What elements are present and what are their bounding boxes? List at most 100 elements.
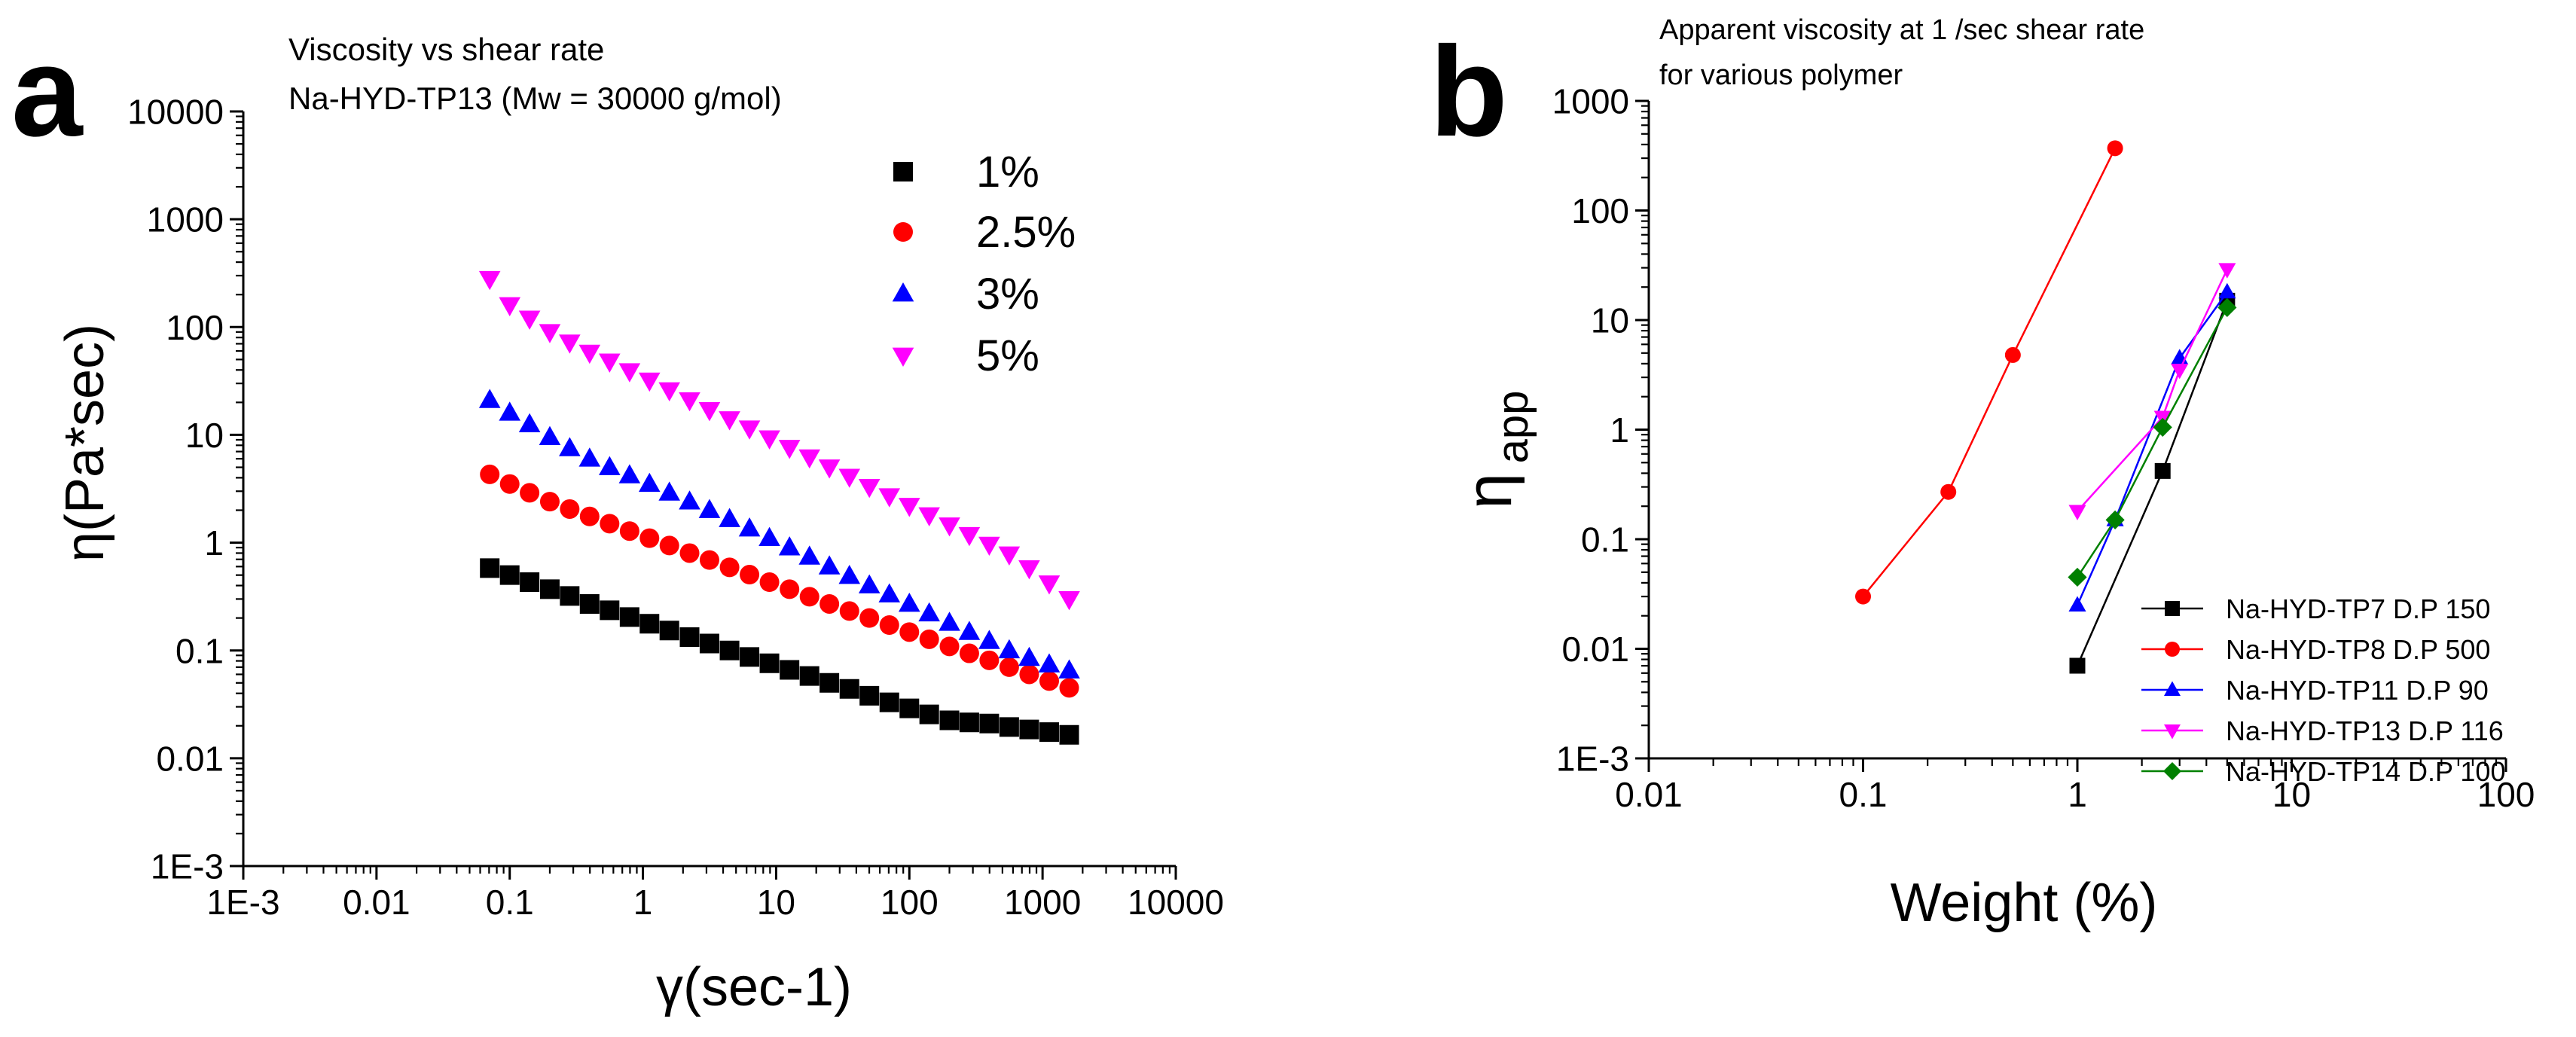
y-tick-label: 1000 [147, 200, 224, 239]
x-tick-label: 10 [757, 883, 795, 922]
y-tick-label: 1E-3 [1556, 740, 1629, 779]
data-point [819, 673, 840, 693]
data-point [2105, 510, 2125, 529]
data-point [919, 629, 939, 649]
legend-label: Na-HYD-TP7 D.P 150 [2226, 593, 2490, 624]
data-point [918, 507, 940, 526]
legend-marker [892, 347, 914, 367]
y-tick-label: 0.1 [175, 631, 224, 670]
data-point [859, 608, 880, 628]
panel-a: a Viscosity vs shear rate Na-HYD-TP13 (M… [11, 20, 1224, 1017]
data-point [958, 621, 981, 640]
data-point [878, 583, 901, 602]
panel-a-letter: a [11, 20, 84, 163]
data-point [1018, 560, 1040, 580]
legend-marker [2164, 724, 2181, 740]
panel-a-title: Viscosity vs shear rate [288, 32, 604, 67]
data-point [738, 517, 761, 537]
data-point [1058, 591, 1080, 611]
legend-label: Na-HYD-TP8 D.P 500 [2226, 634, 2490, 665]
data-point [658, 382, 681, 401]
data-point [518, 310, 541, 330]
data-point [1019, 719, 1039, 740]
data-point [2069, 657, 2086, 674]
legend-label: Na-HYD-TP14 D.P 100 [2226, 756, 2505, 787]
data-point [719, 557, 740, 578]
data-point [899, 622, 920, 642]
data-point [578, 344, 601, 364]
data-point [818, 555, 841, 575]
data-point [499, 565, 520, 585]
legend-marker [2165, 601, 2180, 616]
data-point [2154, 462, 2171, 479]
data-point [2068, 567, 2087, 587]
data-point [998, 639, 1021, 659]
data-point [560, 586, 580, 606]
data-point [2218, 282, 2236, 299]
series-Na-HYD-TP7 D.P 150 [2069, 292, 2236, 674]
data-point [1038, 653, 1061, 673]
data-point [978, 630, 1000, 649]
data-point [1058, 659, 1080, 679]
data-point [698, 402, 721, 422]
data-point [839, 601, 859, 621]
data-point [579, 506, 600, 526]
data-point [838, 564, 861, 584]
panel-b-title: Apparent viscosity at 1 /sec shear rate [1659, 14, 2144, 46]
x-tick-label: 0.1 [1839, 775, 1888, 814]
data-point [539, 579, 560, 599]
data-point [719, 411, 740, 431]
series-Na-HYD-TP14 D.P 100 [2068, 297, 2237, 587]
data-point [2218, 263, 2236, 279]
legend-marker [892, 282, 914, 302]
data-point [559, 334, 581, 354]
data-point [539, 425, 561, 446]
panel-a-plot-area [478, 270, 1080, 745]
series-Na-HYD-TP13 D.P 116 [2068, 263, 2236, 520]
panel-a-axes: 1E-3 0.01 0.1 1 10 100 1000 10000 1E-3 0.01 0.1 1 10… [127, 93, 1224, 922]
data-point [658, 481, 681, 501]
data-point [2153, 417, 2172, 438]
data-point [898, 593, 920, 612]
panel-a-legend: 1% 2.5% 3% 5% [892, 148, 1076, 380]
data-point [679, 627, 700, 647]
data-point [919, 704, 939, 724]
legend-label: 5% [976, 331, 1039, 380]
data-point [520, 483, 540, 503]
panel-b-legend: Na-HYD-TP7 D.P 150 Na-HYD-TP8 D.P 500 Na-H… [2141, 593, 2505, 787]
series-line [2076, 291, 2228, 606]
data-point [499, 297, 521, 317]
data-point [999, 657, 1019, 677]
data-point [638, 372, 661, 392]
data-point [1059, 724, 1079, 745]
legend-label: 3% [976, 270, 1039, 319]
data-point [959, 712, 979, 733]
data-point [1039, 671, 1059, 691]
series-Na-HYD-TP8 D.P 500 [1855, 140, 2123, 605]
y-tick-label: 0.01 [156, 739, 224, 778]
data-point [719, 640, 740, 660]
x-tick-label: 0.1 [486, 883, 534, 922]
legend-marker [893, 162, 913, 181]
x-tick-label: 1 [633, 883, 653, 922]
data-point [778, 536, 801, 556]
data-point [478, 270, 501, 291]
panel-b-y-axis-label-sub: app [1488, 391, 1537, 464]
data-point [979, 713, 1000, 734]
data-point [858, 478, 881, 499]
data-point [879, 615, 899, 636]
data-point [858, 574, 881, 593]
panel-b-letter: b [1430, 20, 1508, 163]
series-3% [478, 389, 1080, 679]
data-point [758, 430, 780, 450]
data-point [758, 526, 780, 547]
data-point [618, 363, 641, 383]
series-2.5% [480, 464, 1079, 698]
y-tick-label: 0.01 [1561, 630, 1629, 669]
data-point [2171, 363, 2189, 380]
data-point [2217, 297, 2237, 318]
data-point [878, 488, 901, 508]
data-point [798, 545, 821, 565]
y-tick-label: 0.1 [1581, 520, 1629, 560]
panel-a-subtitle: Na-HYD-TP13 (Mw = 30000 g/mol) [288, 81, 782, 116]
